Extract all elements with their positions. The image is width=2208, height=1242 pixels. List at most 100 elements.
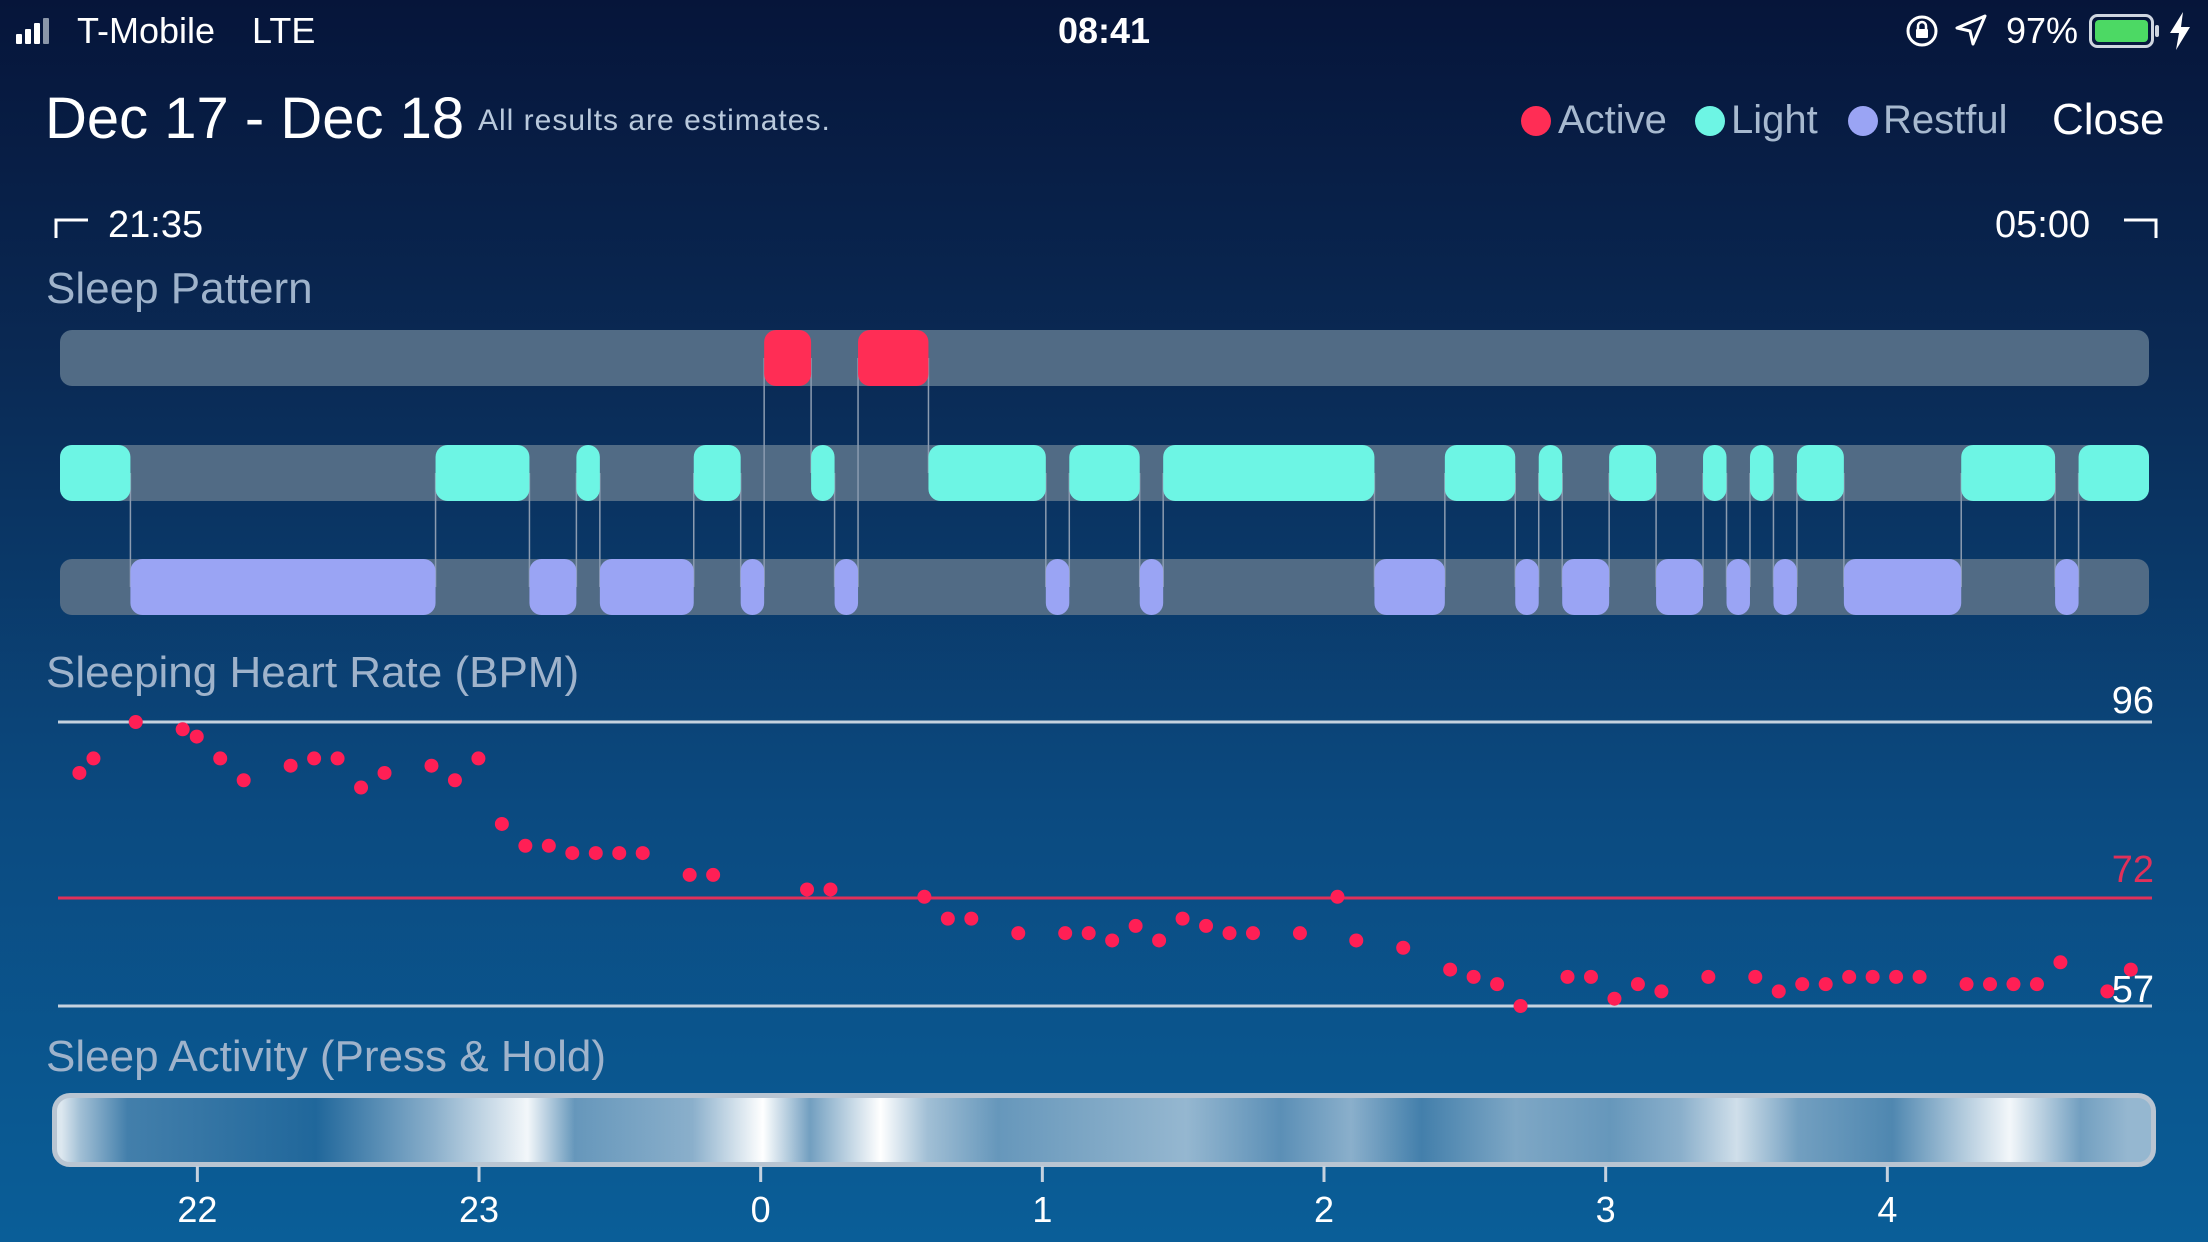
hr-point — [1058, 926, 1073, 941]
hr-point — [213, 751, 228, 766]
hr-point — [72, 765, 87, 780]
hr-point — [307, 751, 322, 766]
light-segment — [1538, 445, 1563, 501]
hr-point — [1222, 926, 1237, 941]
light-segment — [1609, 445, 1657, 501]
axis-tick-label: 22 — [177, 1189, 217, 1230]
restful-segment — [834, 559, 859, 615]
hr-point — [1245, 926, 1260, 941]
hr-point — [1105, 933, 1120, 948]
axis-tick-label: 4 — [1877, 1189, 1897, 1230]
active-segment — [764, 330, 812, 386]
light-segment — [1961, 445, 2056, 501]
hr-point — [635, 846, 650, 861]
restful-track — [60, 559, 2149, 615]
page-title: Dec 17 - Dec 18 — [45, 86, 465, 151]
hr-point — [447, 773, 462, 788]
restful-segment — [2055, 559, 2079, 615]
light-legend-label: Light — [1731, 98, 1818, 142]
status-clock: 08:41 — [1057, 10, 1151, 51]
light-segment — [693, 445, 741, 501]
light-segment — [60, 445, 131, 501]
time-axis: 22 23 0 1 2 3 4 — [177, 1166, 1897, 1230]
heart-rate-chart[interactable]: 96 72 57 — [0, 680, 2208, 1020]
hr-point — [1490, 977, 1505, 992]
active-segment — [858, 330, 929, 386]
hr-point — [1889, 969, 1904, 984]
hr-point — [1396, 940, 1411, 955]
status-bar: T-Mobile LTE 08:41 97% — [0, 0, 2208, 62]
hr-point — [1959, 977, 1974, 992]
hr-point — [175, 722, 190, 737]
battery-percent: 97% — [2006, 10, 2079, 51]
hr-point — [494, 816, 509, 831]
hr-point — [917, 889, 932, 904]
hr-point — [1865, 969, 1880, 984]
light-segment — [1796, 445, 1844, 501]
hr-point — [823, 882, 838, 897]
hr-point — [1654, 984, 1669, 999]
restful-segment — [529, 559, 577, 615]
sleep-segments — [60, 330, 2149, 615]
orientation-lock-icon — [1906, 15, 1938, 47]
light-legend-dot — [1695, 106, 1725, 136]
restful-segment — [1045, 559, 1070, 615]
hr-point — [1795, 977, 1810, 992]
light-segment — [1703, 445, 1727, 501]
hr-max-label: 96 — [2112, 680, 2154, 722]
heart-rate-title: Sleeping Heart Rate (BPM) — [46, 648, 580, 697]
sleep-activity-heatmap[interactable] — [52, 1093, 2156, 1167]
hr-point — [2123, 962, 2138, 977]
hr-point — [330, 751, 345, 766]
restful-segment — [1374, 559, 1445, 615]
active-legend-label: Active — [1558, 98, 1667, 142]
light-segment — [1163, 445, 1375, 501]
hr-point — [1748, 969, 1763, 984]
carrier-name: T-Mobile — [77, 10, 216, 51]
hr-point — [1912, 969, 1927, 984]
hr-point — [1842, 969, 1857, 984]
active-track — [60, 330, 2149, 386]
hr-point — [1771, 984, 1786, 999]
sleep-pattern-title: Sleep Pattern — [46, 264, 313, 313]
range-start-bracket-icon — [54, 218, 88, 238]
hr-point — [682, 867, 697, 882]
hr-point — [1630, 977, 1645, 992]
time-axis-ticks: 22 23 0 1 2 3 4 — [177, 1166, 1897, 1230]
hr-point — [283, 758, 298, 773]
hr-point — [541, 838, 556, 853]
axis-tick-label: 3 — [1596, 1189, 1616, 1230]
hr-point — [1152, 933, 1167, 948]
hr-point — [128, 715, 143, 729]
hr-point — [588, 846, 603, 861]
light-segment — [435, 445, 530, 501]
estimate-disclaimer: All results are estimates. — [478, 104, 831, 137]
hr-point — [800, 882, 815, 897]
hr-point — [612, 846, 627, 861]
restful-legend-dot — [1848, 106, 1878, 136]
light-segment — [1444, 445, 1516, 501]
axis-tick-label: 0 — [751, 1189, 771, 1230]
restful-segment — [1515, 559, 1539, 615]
restful-segment — [1843, 559, 1962, 615]
hr-point — [189, 729, 204, 744]
hr-point — [1175, 911, 1190, 926]
sleep-pattern-chart[interactable] — [0, 300, 2208, 630]
hr-point — [354, 780, 369, 795]
axis-tick-label: 1 — [1032, 1189, 1052, 1230]
state-transition-lines — [129, 358, 2080, 587]
hr-point — [1583, 969, 1598, 984]
hr-point — [1513, 999, 1528, 1013]
sleep-activity-title: Sleep Activity (Press & Hold) — [46, 1032, 606, 1081]
hr-point — [1292, 926, 1307, 941]
range-end-time: 05:00 — [1995, 204, 2091, 246]
restful-segment — [740, 559, 765, 615]
restful-segment — [1139, 559, 1164, 615]
signal-icon — [16, 18, 49, 44]
hr-point — [1349, 933, 1364, 948]
hr-point — [2100, 984, 2115, 999]
hr-point — [565, 846, 580, 861]
close-button[interactable]: Close — [2052, 95, 2165, 144]
active-legend-dot — [1521, 106, 1551, 136]
range-start-time: 21:35 — [108, 204, 204, 246]
